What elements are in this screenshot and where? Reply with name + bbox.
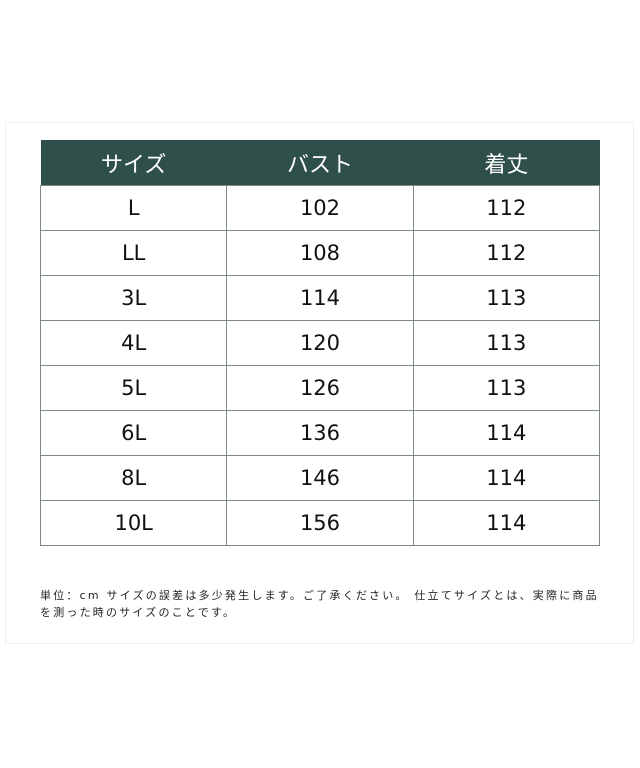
table-row: 8L 146 114 (39, 455, 601, 501)
table-row: 3L 114 113 (39, 275, 601, 321)
bust-cell: 120 (226, 320, 414, 366)
size-note: 単位：cm サイズの誤差は多少発生します。ご了承ください。 仕立てサイズとは、実… (40, 589, 599, 619)
length-cell: 113 (412, 275, 601, 321)
length-cell: 114 (412, 410, 601, 456)
size-cell: 6L (39, 410, 228, 456)
table-row: 6L 136 114 (39, 410, 601, 456)
length-cell: 113 (412, 365, 601, 411)
length-cell: 112 (412, 230, 601, 276)
bust-cell: 102 (226, 185, 414, 231)
length-cell: 114 (412, 500, 601, 546)
table-row: 10L 156 114 (39, 500, 601, 546)
bust-cell: 108 (226, 230, 414, 276)
length-cell: 112 (412, 185, 601, 231)
bust-cell: 114 (226, 275, 414, 321)
size-cell: 3L (39, 275, 228, 321)
column-header-length: 着丈 (413, 140, 600, 186)
table-row: 4L 120 113 (39, 320, 601, 366)
size-cell: L (39, 185, 228, 231)
size-cell: 10L (39, 500, 228, 546)
bust-cell: 136 (226, 410, 414, 456)
table-header-row: サイズ バスト 着丈 (40, 140, 600, 186)
size-cell: 8L (39, 455, 228, 501)
length-cell: 113 (412, 320, 601, 366)
bust-cell: 156 (226, 500, 414, 546)
size-cell: 4L (39, 320, 228, 366)
column-header-size: サイズ (40, 140, 227, 186)
size-cell: LL (39, 230, 228, 276)
size-cell: 5L (39, 365, 228, 411)
length-cell: 114 (412, 455, 601, 501)
table-row: 5L 126 113 (39, 365, 601, 411)
table-row: L 102 112 (39, 185, 601, 231)
table-row: LL 108 112 (39, 230, 601, 276)
bust-cell: 146 (226, 455, 414, 501)
size-chart-panel (5, 122, 634, 644)
column-header-bust: バスト (226, 140, 414, 186)
size-table: サイズ バスト 着丈 L 102 112 LL 108 112 3L 114 113 4L 120 1… (39, 140, 601, 546)
bust-cell: 126 (226, 365, 414, 411)
